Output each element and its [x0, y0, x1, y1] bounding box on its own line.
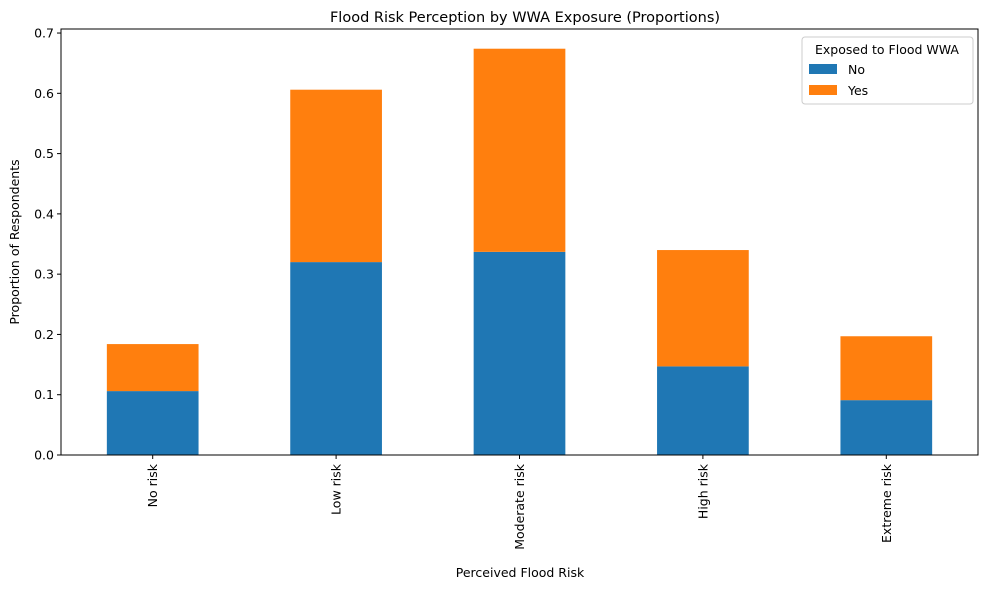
- legend-label-yes: Yes: [847, 83, 868, 98]
- x-axis: No risk Low risk Moderate risk High risk Ext…: [145, 455, 894, 550]
- bar-yes-moderate-risk: [473, 48, 566, 252]
- x-tick-label: Extreme risk: [879, 463, 894, 543]
- y-tick-label: 0.4: [34, 206, 54, 221]
- legend-frame: [801, 36, 974, 105]
- legend-swatch-no: [809, 64, 837, 74]
- y-axis: 0.0 0.1 0.2 0.3 0.4 0.5 0.6 0.7: [34, 26, 61, 463]
- x-tick-label: High risk: [695, 463, 710, 519]
- bar-no-low-risk: [290, 262, 382, 455]
- chart-title: Flood Risk Perception by WWA Exposure (P…: [330, 10, 720, 26]
- x-tick-label: Moderate risk: [512, 463, 527, 550]
- bar-yes-no-risk: [106, 344, 199, 392]
- y-tick-label: 0.3: [34, 267, 54, 282]
- y-tick-label: 0.2: [34, 327, 54, 342]
- legend: Exposed to Flood WWA No Yes: [801, 36, 974, 105]
- legend-title: Exposed to Flood WWA: [815, 42, 959, 57]
- x-axis-label: Perceived Flood Risk: [456, 565, 585, 580]
- y-tick-label: 0.5: [34, 146, 54, 161]
- bar-yes-high-risk: [657, 250, 749, 367]
- legend-swatch-yes: [809, 85, 837, 95]
- y-tick-label: 0.6: [34, 86, 54, 101]
- bar-yes-low-risk: [290, 89, 382, 263]
- bar-no-extreme-risk: [840, 400, 933, 455]
- plot-frame: [60, 28, 979, 456]
- bar-no-moderate-risk: [473, 251, 566, 455]
- bar-yes-extreme-risk: [840, 336, 933, 401]
- x-tick-label: Low risk: [329, 463, 344, 515]
- y-tick-label: 0.1: [34, 387, 54, 402]
- y-tick-label: 0.0: [34, 448, 54, 463]
- x-tick-label: No risk: [145, 463, 160, 507]
- y-axis-label: Proportion of Respondents: [7, 159, 22, 324]
- y-tick-label: 0.7: [34, 26, 54, 41]
- bars-layer: [106, 48, 933, 455]
- bar-no-no-risk: [106, 391, 199, 455]
- legend-label-no: No: [848, 62, 865, 77]
- bar-no-high-risk: [657, 366, 749, 455]
